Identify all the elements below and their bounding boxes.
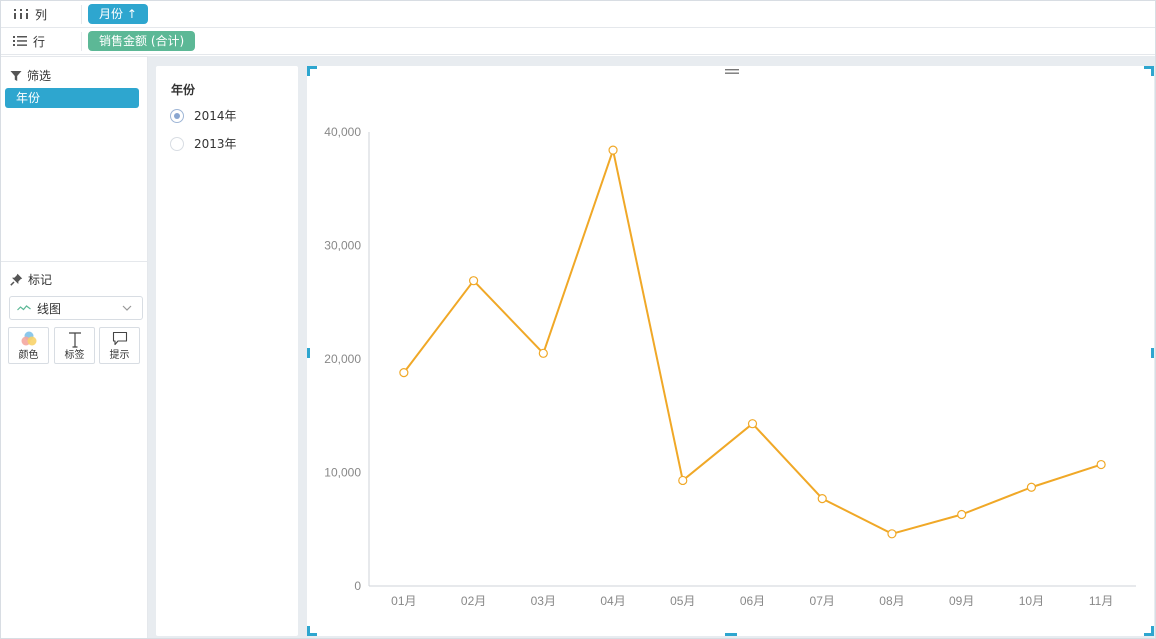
data-point xyxy=(399,368,409,378)
marks-title-text: 标记 xyxy=(28,273,53,287)
mark-type-value: 线图 xyxy=(37,301,62,316)
data-point xyxy=(887,529,897,539)
columns-shelf-label: 列 xyxy=(13,1,47,27)
rows-icon xyxy=(13,36,27,46)
y-tick-label: 10,000 xyxy=(324,466,361,480)
resize-handle-left[interactable] xyxy=(307,348,310,358)
rows-shelf-label: 行 xyxy=(13,28,45,54)
x-tick-label: 08月 xyxy=(879,594,904,608)
chevron-down-icon xyxy=(122,305,132,311)
data-point xyxy=(468,276,479,286)
x-tick-label: 03月 xyxy=(531,594,556,608)
filter-icon xyxy=(10,70,22,81)
data-point xyxy=(747,419,758,429)
resize-handle-bottom-left[interactable] xyxy=(307,626,317,636)
columns-shelf[interactable]: 列 月份 ↑ xyxy=(1,1,1155,28)
x-tick-label: 01月 xyxy=(391,594,416,608)
x-tick-label: 09月 xyxy=(949,594,974,608)
data-point xyxy=(608,145,618,155)
year-filter-pill[interactable]: 年份 xyxy=(5,88,139,108)
x-tick-label: 05月 xyxy=(670,594,695,608)
radio-selected-icon[interactable] xyxy=(170,108,184,123)
tooltip-icon xyxy=(112,331,127,346)
x-tick-label: 10月 xyxy=(1019,594,1044,608)
filter-title-text: 筛选 xyxy=(27,69,52,83)
resize-handle-bottom[interactable] xyxy=(725,633,737,636)
y-tick-label: 0 xyxy=(354,579,361,593)
filter-section-title: 筛选 xyxy=(10,67,51,84)
legend-title: 年份 xyxy=(171,83,196,97)
x-tick-label: 11月 xyxy=(1089,594,1113,608)
shelf-divider xyxy=(81,32,82,51)
color-button-label: 颜色 xyxy=(18,350,39,361)
rows-shelf[interactable]: 行 销售金额 (合计) xyxy=(1,28,1155,55)
columns-label-text: 列 xyxy=(35,7,48,22)
data-point xyxy=(538,348,548,358)
legend-option-2014[interactable]: 2014年 xyxy=(170,107,237,124)
month-field-pill[interactable]: 月份 ↑ xyxy=(88,4,148,24)
text-label-icon xyxy=(68,332,81,348)
resize-handle-top-right[interactable] xyxy=(1144,66,1154,76)
legend-option-label: 2013年 xyxy=(194,137,237,151)
line-chart-icon xyxy=(17,305,31,311)
y-tick-label: 30,000 xyxy=(324,239,361,253)
y-tick-label: 40,000 xyxy=(324,125,361,139)
x-tick-label: 04月 xyxy=(600,594,625,608)
color-button[interactable]: 颜色 xyxy=(8,327,49,364)
data-point xyxy=(957,509,967,520)
tooltip-button[interactable]: 提示 xyxy=(99,327,140,364)
left-panel: 筛选 年份 标记 线图 颜色 标签 xyxy=(1,56,148,638)
mark-type-select[interactable]: 线图 xyxy=(9,296,143,320)
shelf-divider xyxy=(81,5,82,24)
resize-handle-right[interactable] xyxy=(1151,348,1154,358)
legend-option-2013[interactable]: 2013年 xyxy=(170,135,237,152)
resize-handle-top-left[interactable] xyxy=(307,66,317,76)
y-tick-label: 20,000 xyxy=(324,352,361,366)
series-line xyxy=(403,149,1102,535)
marks-section-title: 标记 xyxy=(10,271,52,288)
chart-panel[interactable]: 0 10,000 20,000 30,000 40,000 01月 02月 03月 04月 05月… xyxy=(307,66,1154,636)
x-tick-label: 07月 xyxy=(810,594,835,608)
section-divider xyxy=(1,261,148,262)
data-point xyxy=(678,475,688,486)
drag-handle-icon[interactable] xyxy=(725,68,739,76)
rows-label-text: 行 xyxy=(33,34,46,49)
line-chart: 0 10,000 20,000 30,000 40,000 01月 02月 03月 04月 05月… xyxy=(324,125,1136,608)
radio-unselected-icon[interactable] xyxy=(170,136,184,151)
data-point xyxy=(817,494,827,504)
legend-option-label: 2014年 xyxy=(194,109,237,123)
sales-amount-field-pill[interactable]: 销售金额 (合计) xyxy=(88,31,196,51)
columns-icon xyxy=(14,9,28,19)
x-tick-label: 02月 xyxy=(461,594,486,608)
tooltip-button-label: 提示 xyxy=(109,350,130,361)
color-icon xyxy=(21,331,36,346)
data-point xyxy=(1096,459,1106,470)
resize-handle-bottom-right[interactable] xyxy=(1144,626,1154,636)
label-button[interactable]: 标签 xyxy=(54,327,95,364)
legend-panel: 年份 2014年 2013年 xyxy=(156,66,298,636)
pin-icon xyxy=(10,273,23,286)
data-point xyxy=(1026,482,1037,492)
label-button-label: 标签 xyxy=(64,350,85,361)
x-tick-label: 06月 xyxy=(740,594,765,608)
